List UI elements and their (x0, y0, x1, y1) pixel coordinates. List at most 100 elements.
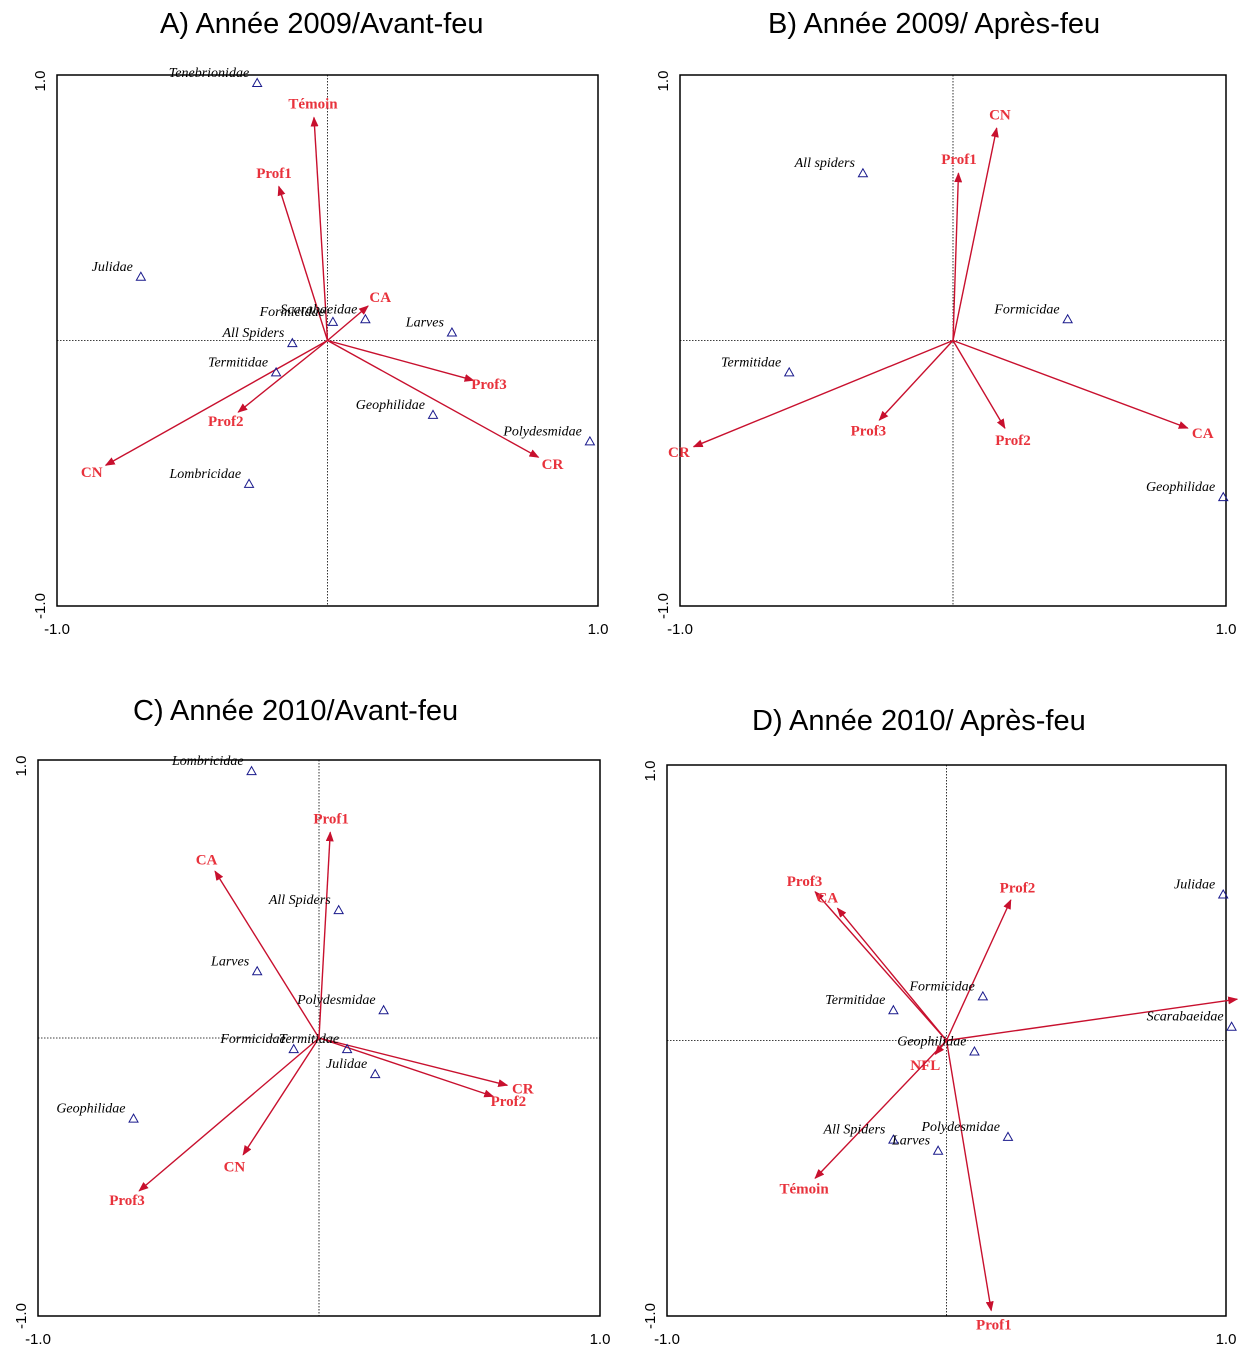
panel-c-species-point (378, 1004, 389, 1015)
panel-b-vector-label: CA (1192, 426, 1214, 442)
panel-a-species-label: Formicidae (259, 305, 325, 320)
panel-d-species-point (1002, 1131, 1014, 1141)
panel-c-vector-label: Prof2 (491, 1094, 527, 1110)
panel-a-species-point (270, 366, 282, 377)
panel-c-x-tick-max: 1.0 (590, 1331, 611, 1347)
panel-a-x-tick-max: 1.0 (588, 621, 609, 638)
panel-c-vector-label: Prof3 (109, 1193, 145, 1209)
panel-a-species-point (251, 77, 263, 87)
panel-d-vector-label: NFL (910, 1058, 940, 1074)
panel-a-species-label: All Spiders (221, 326, 284, 341)
panel-c-species-label: Larves (210, 954, 250, 969)
panel-b-vector-arrow (692, 339, 954, 448)
panel-b-species-point (783, 366, 795, 377)
panel-c-species-label: Julidae (326, 1057, 367, 1072)
panel-d-vector-arrow (946, 996, 1239, 1042)
panel-b-species-label: Termitidae (721, 355, 781, 370)
panel-d-vector-arrow (945, 1040, 994, 1312)
panel-b-vector-arrow (952, 340, 1006, 429)
panel-c-vector-arrow (318, 831, 334, 1039)
panel-d-vector-label: Prof2 (1000, 880, 1036, 896)
panel-d-vector-label: CA (816, 890, 838, 906)
panel-d-x-tick-max: 1.0 (1216, 1331, 1237, 1347)
panel-d-species-label: Larves (891, 1134, 931, 1149)
panel-c-vector-label: CR (512, 1082, 534, 1098)
panel-d-species-label: Polydesmidae (920, 1120, 1000, 1135)
panel-a-vector-label: CA (369, 290, 391, 306)
panel-c-vector-label: CA (196, 852, 218, 868)
panel-a-species-point (135, 271, 147, 281)
panel-d-species-point (932, 1145, 944, 1155)
panel-a-vector-label: Prof3 (471, 377, 507, 393)
panel-a-species-point (446, 327, 458, 337)
panel-c-vector-label: CN (224, 1159, 246, 1175)
panel-c-x-tick-min: -1.0 (25, 1331, 51, 1347)
panel-a-vector-arrow (310, 116, 329, 341)
panel-d-vector-label: Prof1 (976, 1317, 1012, 1333)
panel-b-species-point (1062, 313, 1074, 324)
panel-d: -1.01.0-1.01.0Prof3CAProf2CRNFLTémoinPro… (642, 761, 1239, 1347)
panel-d-vector-arrow (814, 890, 948, 1041)
panel-c-species-point (288, 1043, 300, 1054)
panel-b-vector-label: Prof1 (941, 152, 977, 168)
panel-d-x-tick-min: -1.0 (654, 1331, 680, 1347)
panel-a-species-point (360, 313, 371, 324)
panel-a-species-point (286, 337, 298, 348)
panel-c-species-label: Lombricidae (171, 754, 244, 769)
panel-a-y-tick-max: 1.0 (32, 71, 49, 92)
panel-b-vector-arrow (952, 127, 999, 341)
panel-b-vector-label: Prof2 (995, 433, 1031, 449)
panel-a-vector-arrow (104, 339, 328, 466)
panel-b-species-label: All spiders (794, 156, 856, 171)
panel-c-vector-arrow (138, 1037, 320, 1192)
panel-a-vector-arrow (277, 185, 329, 341)
panel-c-vector-label: Prof1 (313, 811, 349, 827)
panel-b-vector-arrow (878, 340, 954, 421)
panel-a-vector-label: CN (81, 465, 103, 481)
panel-c-title: C) Année 2010/Avant-feu (133, 695, 459, 727)
panel-a-vector-label: Prof1 (256, 166, 292, 182)
panel-c-species-point (333, 904, 345, 915)
panel-c-vector-arrow (318, 1037, 509, 1087)
panel-d-vector-label: Prof3 (787, 874, 823, 890)
panel-a-y-tick-min: -1.0 (32, 593, 49, 619)
panel-c-species-point (246, 765, 257, 776)
panel-a-species-label: Scarabaeidae (280, 302, 357, 317)
panel-c-species-label: Geophilidae (56, 1102, 125, 1117)
panel-c-species-point (251, 965, 263, 976)
panel-c-y-tick-min: -1.0 (13, 1303, 30, 1329)
panel-d-species-point (888, 1134, 899, 1144)
panel-a-species-label: Termitidae (208, 355, 268, 370)
panel-a-vector-arrow (327, 339, 540, 458)
panel-b-x-tick-min: -1.0 (667, 621, 693, 638)
panel-c-species-point (369, 1068, 381, 1079)
panel-a-species-label: Lombricidae (168, 467, 241, 482)
panel-b-y-tick-max: 1.0 (655, 71, 672, 92)
panel-b-vector-label: Prof3 (851, 423, 887, 439)
panel-d-species-point (1226, 1021, 1237, 1031)
panel-c-species-label: Polydesmidae (296, 993, 376, 1008)
panel-d-vector-arrow (945, 899, 1012, 1041)
panel-b-vector-arrow (952, 172, 963, 341)
panel-d-species-label: All Spiders (823, 1123, 886, 1138)
panel-a-vector-label: CR (542, 457, 564, 473)
panel-b-vector-label: CN (989, 107, 1011, 123)
panel-c-vector-arrow (318, 1037, 495, 1098)
panel-d-species-point (969, 1046, 980, 1056)
panel-c-species-point (341, 1043, 353, 1054)
panel-d-species-point (888, 1004, 899, 1015)
panel-a-title: A) Année 2009/Avant-feu (160, 8, 484, 40)
panel-a-species-point (243, 478, 255, 488)
panel-b-vector-label: CR (668, 445, 690, 461)
panel-a-x-tick-min: -1.0 (44, 621, 70, 638)
panel-d-species-label: Julidae (1174, 877, 1215, 892)
panel-d-vector-arrow (814, 1040, 948, 1179)
panel-d-species-label: Termitidae (825, 993, 885, 1008)
panel-b-title: B) Année 2009/ Après-feu (768, 8, 1101, 40)
panel-d-title: D) Année 2010/ Après-feu (752, 705, 1086, 737)
panel-c-vector-arrow (242, 1037, 320, 1156)
panel-d-species-label: Formicidae (909, 979, 975, 994)
panel-d-y-tick-min: -1.0 (642, 1303, 659, 1329)
